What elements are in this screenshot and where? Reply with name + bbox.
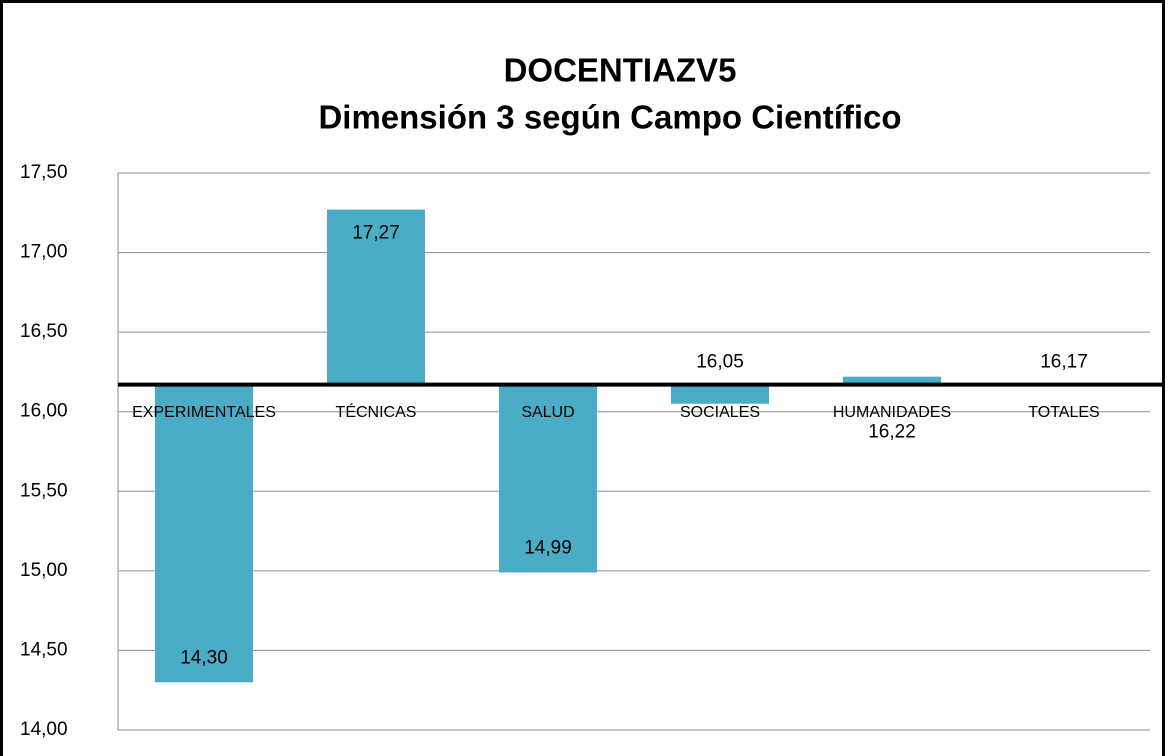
y-tick-label: 14,00 — [20, 719, 68, 740]
y-tick-label: 17,50 — [20, 162, 68, 183]
x-tick-label: TÉCNICAS — [336, 402, 417, 421]
bar — [326, 209, 426, 385]
y-tick-label: 16,00 — [20, 401, 68, 422]
data-label: 17,27 — [352, 223, 400, 244]
bar — [842, 376, 942, 385]
bar — [154, 384, 254, 683]
x-tick-label: SALUD — [521, 404, 574, 421]
y-tick-label: 15,50 — [20, 480, 68, 501]
bar — [498, 384, 598, 573]
data-label: 16,22 — [868, 422, 916, 443]
y-tick-label: 15,00 — [20, 560, 68, 581]
x-tick-label: HUMANIDADES — [833, 404, 951, 421]
x-tick-label: TOTALES — [1028, 404, 1099, 421]
data-label: 16,17 — [1040, 352, 1088, 373]
y-tick-label: 14,50 — [20, 639, 68, 660]
data-label: 16,05 — [696, 352, 744, 373]
x-tick-label: EXPERIMENTALES — [132, 404, 276, 421]
y-tick-label: 16,50 — [20, 321, 68, 342]
y-tick-label: 17,00 — [20, 242, 68, 263]
data-label: 14,30 — [180, 647, 228, 668]
bar — [670, 384, 770, 404]
data-label: 14,99 — [524, 537, 572, 558]
x-tick-label: SOCIALES — [680, 404, 760, 421]
chart-subtitle: Dimensión 3 según Campo Científico — [318, 99, 901, 136]
chart-title: DOCENTIAZV5 — [504, 52, 737, 89]
